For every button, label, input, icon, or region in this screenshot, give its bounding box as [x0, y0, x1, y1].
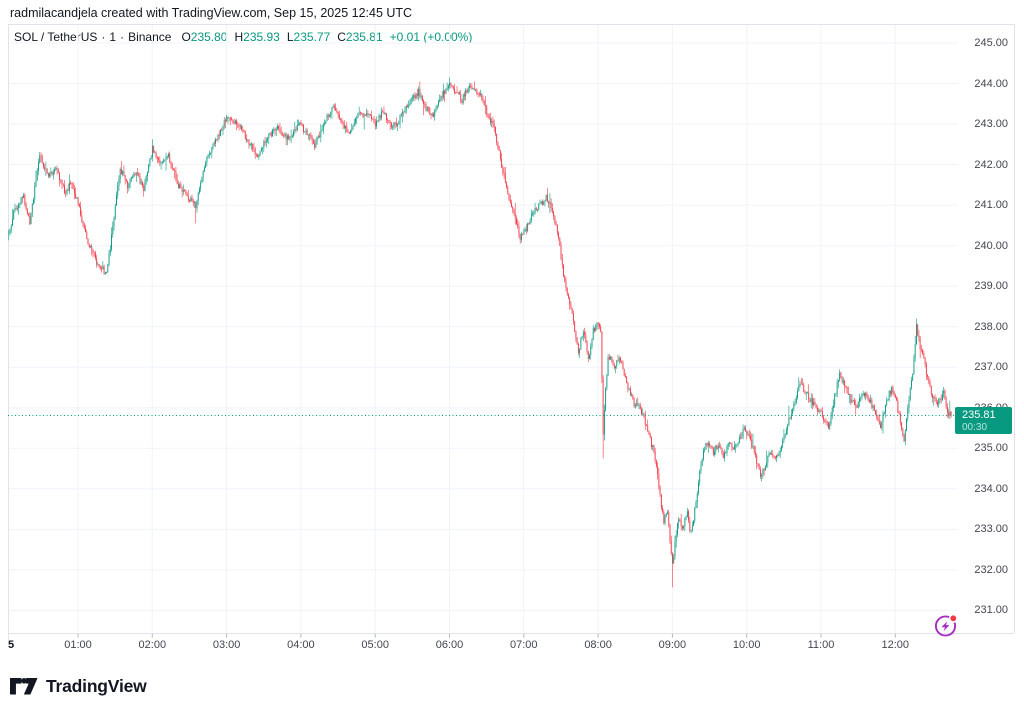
- close-label: C: [337, 30, 346, 44]
- time-axis-label: 02:00: [138, 639, 167, 651]
- interval-value: 1: [109, 30, 117, 44]
- price-axis-label: 235.00: [974, 442, 1008, 455]
- time-axis-label: 10:00: [732, 639, 761, 651]
- price-axis-label: 233.00: [974, 523, 1008, 536]
- high-label: H: [234, 30, 244, 44]
- high-value: 235.93: [243, 30, 280, 44]
- price-axis-label: 231.00: [974, 604, 1008, 617]
- price-axis-label: 240.00: [974, 239, 1008, 252]
- alert-lightning-button[interactable]: [931, 609, 961, 639]
- time-axis-label: 05:00: [361, 639, 389, 651]
- alert-circle-icon: [934, 615, 957, 637]
- change-value: +0.01 (+0.00%): [389, 30, 473, 44]
- low-value: 235.77: [293, 30, 331, 44]
- time-axis-label: 03:00: [212, 639, 241, 651]
- alert-red-dot: [948, 613, 958, 623]
- open-value: 235.80: [190, 30, 228, 44]
- price-axis-label: 239.00: [974, 280, 1008, 293]
- price-axis-label: 238.00: [974, 320, 1008, 333]
- price-axis-label: 243.00: [974, 118, 1008, 131]
- chart-legend: SOL / TetherUS · 1 · Binance O235.80 H235.93 L2…: [14, 30, 472, 44]
- price-axis-label: 244.00: [974, 77, 1008, 90]
- time-axis-label: 01:00: [64, 639, 92, 651]
- tradingview-brand-link[interactable]: TradingView: [10, 676, 147, 697]
- brand-name: TradingView: [46, 676, 147, 696]
- time-axis-label: 12:00: [881, 639, 910, 651]
- time-axis-label: 08:00: [584, 639, 612, 651]
- ohlc-values: O235.80 H235.93 L235.77 C235.81: [181, 30, 382, 44]
- price-axis-label: 241.00: [974, 199, 1008, 212]
- time-axis-label: 06:00: [435, 639, 464, 651]
- date-axis-label: 5: [8, 639, 15, 651]
- legend-separator: ·: [120, 30, 125, 44]
- bar-countdown: 00:30: [962, 422, 988, 433]
- time-axis-label: 11:00: [807, 639, 835, 651]
- low-label: L: [286, 30, 294, 44]
- exchange-name: Binance: [128, 30, 172, 44]
- price-axis-label: 245.00: [974, 37, 1008, 49]
- last-price-badge: 235.81 00:30: [955, 407, 1012, 434]
- legend-separator: ·: [101, 30, 106, 44]
- time-axis-label: 07:00: [510, 639, 538, 651]
- last-price-value: 235.81: [962, 409, 996, 421]
- time-axis-label: 09:00: [658, 639, 687, 651]
- symbol-name: SOL / TetherUS: [14, 30, 98, 44]
- price-axis-label: 237.00: [974, 361, 1008, 374]
- open-label: O: [181, 30, 191, 44]
- price-axis-label: 232.00: [974, 563, 1008, 576]
- lightning-bolt-icon: [941, 621, 950, 632]
- price-axis-label: 234.00: [974, 482, 1008, 495]
- close-value: 235.81: [345, 30, 383, 44]
- time-axis-label: 04:00: [287, 639, 315, 651]
- price-axis-label: 242.00: [974, 158, 1008, 171]
- attribution-text: radmilacandjela created with TradingView…: [10, 6, 413, 20]
- tradingview-logo-icon: [10, 678, 38, 695]
